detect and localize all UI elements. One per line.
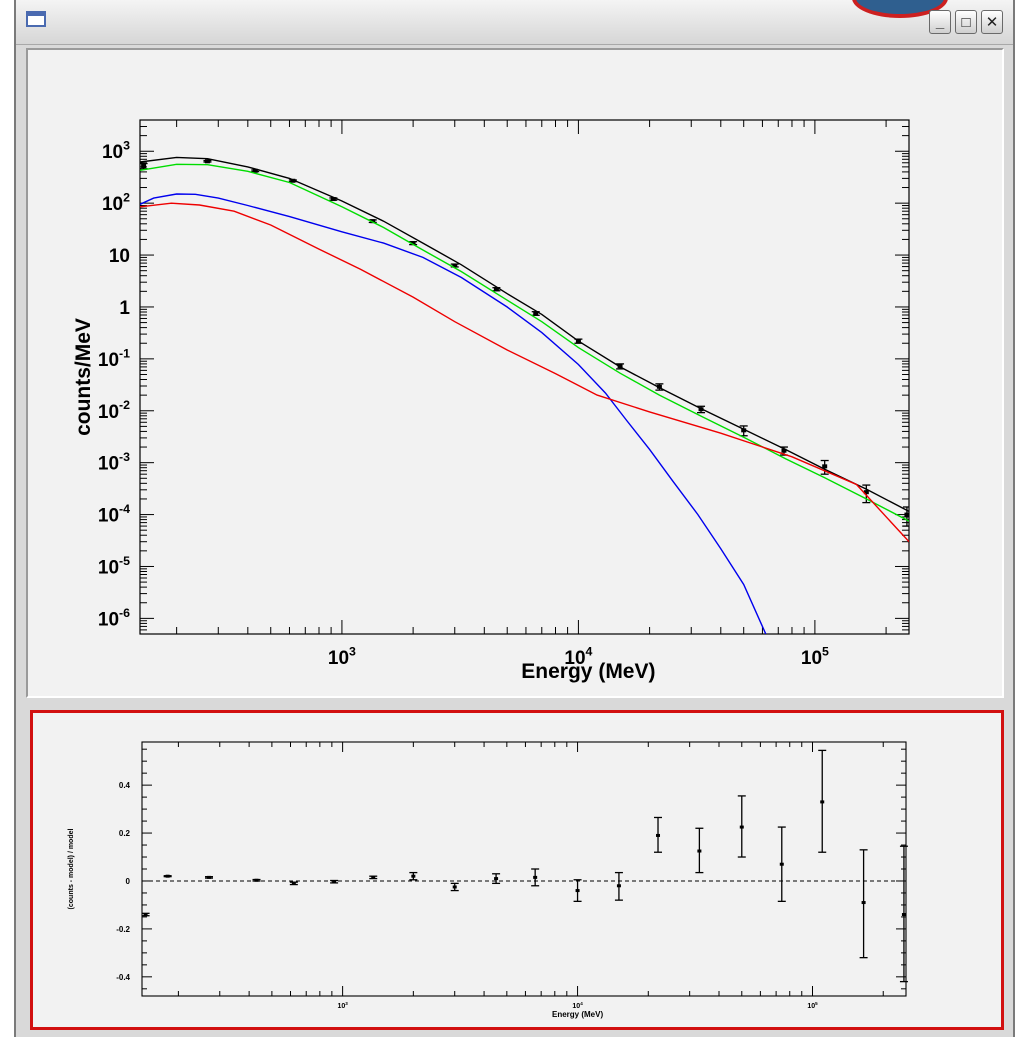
y-tick-label: 10-2 — [98, 398, 130, 423]
residual-point — [254, 878, 259, 882]
residual-point — [371, 875, 376, 879]
series-line-2 — [140, 163, 909, 522]
data-point — [493, 287, 499, 292]
y-tick-label: 10-3 — [98, 450, 130, 475]
title-bar[interactable]: _ □ ✕ — [16, 0, 1013, 45]
residual-point — [207, 875, 212, 879]
data-point — [141, 163, 147, 168]
data-point — [330, 197, 336, 202]
y-tick-label: 0.4 — [119, 781, 131, 790]
series-group — [140, 156, 909, 634]
y-tick-label: -0.4 — [116, 973, 130, 982]
residual-point — [332, 880, 337, 884]
x-tick-label: 105 — [807, 1001, 818, 1010]
residual-point — [861, 901, 866, 905]
residual-point — [697, 849, 702, 853]
window-icon — [26, 11, 46, 27]
x-tick-label: 103 — [328, 644, 356, 669]
residual-point — [820, 800, 825, 804]
spectrum-pad[interactable]: 103 102 10 1 10-1 10-2 10-3 10-4 10-5 10-6 103 104 1… — [26, 48, 1004, 698]
y-axis-label: counts/MeV — [72, 318, 95, 436]
plot-frame — [141, 741, 907, 997]
y-tick-label: 10-4 — [98, 502, 130, 527]
residual-point — [616, 884, 621, 888]
y-tick-label: 10-1 — [98, 346, 130, 371]
residual-chart: -0.4 -0.2 0 0.2 0.4 103 104 105 Energy (MeV) (cou… — [68, 741, 908, 1019]
x-tick-label: 105 — [801, 644, 829, 669]
residual-pad[interactable]: -0.4 -0.2 0 0.2 0.4 103 104 105 Energy (MeV) (cou… — [30, 710, 1004, 1030]
residual-point — [779, 862, 784, 866]
residual-point — [656, 833, 661, 837]
y-tick-label: 0.2 — [119, 829, 131, 838]
y-tick-label: 10 — [109, 246, 130, 267]
y-tick-label: 0 — [126, 877, 131, 886]
data-point — [204, 159, 210, 164]
root-window: _ □ ✕ 103 102 10 1 10-1 10-2 10-3 10-4 10-5 10-6 1… — [14, 0, 1015, 1037]
residual-point — [143, 913, 148, 917]
minimize-button[interactable]: _ — [929, 10, 951, 34]
series-line-3 — [140, 193, 767, 634]
plot-frame — [139, 119, 910, 635]
residual-point — [739, 825, 744, 829]
y-tick-label: 10-6 — [98, 606, 130, 631]
data-point — [290, 178, 296, 183]
data-point — [741, 428, 747, 433]
residual-point — [452, 885, 457, 889]
series-line-1 — [140, 156, 909, 513]
data-point — [781, 448, 787, 453]
residual-point — [901, 913, 906, 917]
x-tick-label: 104 — [564, 644, 592, 669]
data-point — [370, 219, 376, 224]
y-axis-label: (counts - model) / model — [68, 829, 75, 910]
x-axis-label: Energy (MeV) — [521, 660, 655, 683]
x-tick-label: 104 — [572, 1001, 583, 1010]
residual-point — [533, 875, 538, 879]
residual-point — [411, 874, 416, 878]
residual-point — [494, 877, 499, 881]
data-point — [252, 168, 258, 173]
maximize-button[interactable]: □ — [955, 10, 977, 34]
data-point — [656, 384, 662, 389]
x-axis-label: Energy (MeV) — [552, 1010, 603, 1019]
y-tick-label: 103 — [102, 139, 130, 164]
y-tick-label: 10-5 — [98, 554, 130, 579]
close-button[interactable]: ✕ — [981, 10, 1003, 34]
x-tick-label: 103 — [337, 1001, 348, 1010]
y-tick-label: 1 — [119, 298, 130, 319]
residual-point — [575, 889, 580, 893]
residual-point — [291, 881, 296, 885]
data-point — [410, 241, 416, 246]
residual-point — [165, 874, 170, 878]
data-point — [904, 512, 909, 517]
y-tick-label: 102 — [102, 191, 130, 216]
y-tick-label: -0.2 — [116, 925, 130, 934]
data-point — [822, 464, 828, 469]
data-point — [863, 490, 869, 495]
data-point — [452, 263, 458, 268]
data-point — [533, 311, 539, 316]
series-line-4 — [140, 202, 909, 543]
